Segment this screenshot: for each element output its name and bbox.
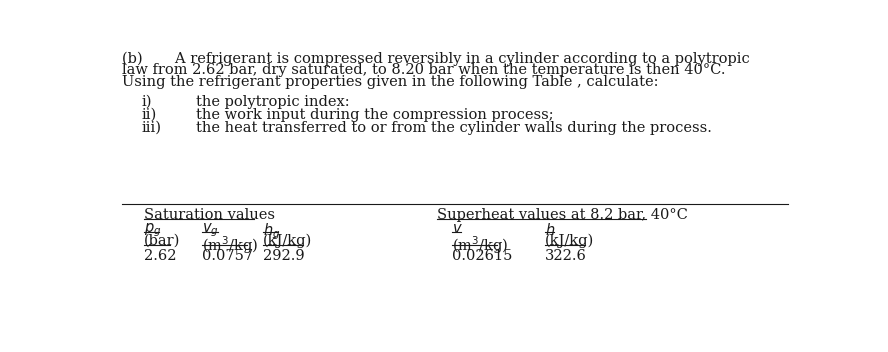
Text: $v$: $v$ (452, 222, 463, 235)
Text: (kJ/kg): (kJ/kg) (263, 234, 313, 249)
Text: ii): ii) (142, 108, 157, 122)
Text: $v_g$: $v_g$ (202, 222, 219, 239)
Text: (m$^3$/kg): (m$^3$/kg) (452, 234, 509, 256)
Text: 322.6: 322.6 (545, 249, 587, 263)
Text: Saturation values: Saturation values (144, 208, 274, 222)
Text: (b)       A refrigerant is compressed reversibly in a cylinder according to a po: (b) A refrigerant is compressed reversib… (122, 51, 749, 66)
Text: Using the refrigerant properties given in the following Table , calculate:: Using the refrigerant properties given i… (122, 75, 658, 89)
Text: 292.9: 292.9 (263, 249, 305, 263)
Text: (kJ/kg): (kJ/kg) (545, 234, 594, 249)
Text: (bar): (bar) (144, 234, 180, 248)
Text: the work input during the compression process;: the work input during the compression pr… (196, 108, 554, 122)
Text: $h_g$: $h_g$ (263, 222, 281, 242)
Text: $h$: $h$ (545, 222, 555, 238)
Text: 0.02615: 0.02615 (452, 249, 512, 263)
Text: iii): iii) (142, 121, 162, 135)
Text: (m$^3$/kg): (m$^3$/kg) (202, 234, 259, 256)
Text: the polytropic index:: the polytropic index: (196, 95, 350, 109)
Text: the heat transferred to or from the cylinder walls during the process.: the heat transferred to or from the cyli… (196, 121, 712, 135)
Text: i): i) (142, 95, 153, 109)
Text: Superheat values at 8.2 bar, 40°C: Superheat values at 8.2 bar, 40°C (437, 208, 687, 222)
Text: 2.62: 2.62 (144, 249, 176, 263)
Text: 0.0757: 0.0757 (202, 249, 254, 263)
Text: law from 2.62 bar, dry saturated, to 8.20 bar when the temperature is then 40°C.: law from 2.62 bar, dry saturated, to 8.2… (122, 63, 725, 77)
Text: $p_g$: $p_g$ (144, 222, 161, 239)
